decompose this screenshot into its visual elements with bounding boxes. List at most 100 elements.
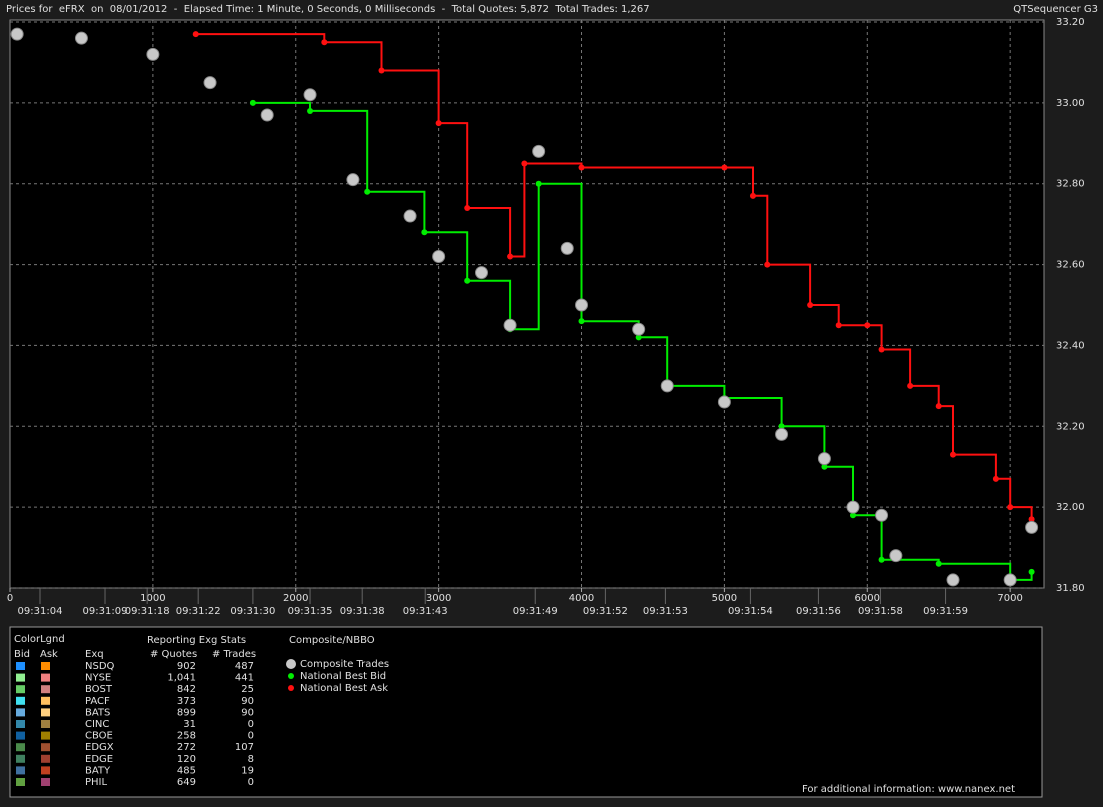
bid-swatch [16,696,25,705]
exchange: BATS [85,707,110,718]
trades: 90 [241,696,254,707]
bid-swatch [16,708,25,717]
quote-point [1028,568,1035,575]
quotes: 902 [177,661,196,672]
trade-point [303,88,317,102]
x-tick-label: 4000 [569,593,594,604]
exchange: EDGX [85,742,114,753]
trades: 19 [241,765,254,776]
trades: 0 [248,777,254,788]
trades: 441 [235,673,254,684]
ask-swatch [41,731,50,740]
trades: 25 [241,684,254,695]
exchange: NSDQ [85,661,115,672]
quote-point [778,423,785,430]
trade-point [660,379,674,393]
y-tick-label: 33.00 [1056,98,1085,109]
quotes: 1,041 [167,673,196,684]
plot-area [9,19,1045,589]
quote-point [935,560,942,567]
x-tick-label: 0 [7,593,13,604]
time-tick-label: 09:31:35 [288,606,333,617]
trade-point [403,209,417,223]
quote-point [935,403,942,410]
quote-point [464,277,471,284]
trade-point [10,27,24,41]
time-tick-label: 09:31:04 [18,606,63,617]
quote-point [535,180,542,187]
quotes: 373 [177,696,196,707]
quote-point [878,346,885,353]
ask-swatch [41,754,50,763]
time-tick-label: 09:31:52 [583,606,628,617]
exchange: NYSE [85,673,111,684]
quotes: 120 [177,754,196,765]
bid-swatch [16,673,25,682]
x-tick-label: 6000 [855,593,880,604]
time-tick-label: 09:31:59 [923,606,968,617]
exchange: PACF [85,696,110,707]
bid-swatch [16,743,25,752]
y-tick-label: 33.20 [1056,17,1085,28]
x-tick-label: 2000 [283,593,308,604]
quote-point [1007,504,1014,511]
col-header: # Quotes [150,649,197,660]
trades: 0 [248,731,254,742]
exchange: PHIL [85,777,107,788]
trade-point [775,427,789,441]
y-tick-label: 31.80 [1056,583,1085,594]
col-header: # Trades [212,649,256,660]
time-tick-label: 09:31:22 [176,606,221,617]
quotes: 899 [177,707,196,718]
bid-swatch [16,754,25,763]
quote-point [321,39,328,46]
trade-point [846,500,860,514]
quote-point [435,120,442,127]
time-tick-label: 09:31:53 [643,606,688,617]
quote-point [878,556,885,563]
quotes: 842 [177,684,196,695]
y-tick-label: 32.60 [1056,260,1085,271]
quote-point [721,164,728,171]
quotes: 31 [183,719,196,730]
exchange: CBOE [85,731,113,742]
quotes: 272 [177,742,196,753]
legend-label: Composite Trades [300,659,389,670]
exchange: EDGE [85,754,113,765]
quote-point [249,99,256,106]
bid-swatch [16,662,25,670]
quotes: 649 [177,777,196,788]
time-tick-label: 09:31:58 [858,606,903,617]
trade-point [575,298,589,312]
ask-swatch [41,673,50,682]
legend-title: ColorLgnd [14,634,65,645]
col-header: Ask [40,649,58,660]
ask-swatch [41,708,50,717]
trade-point [346,173,360,187]
exchange: BOST [85,684,113,695]
quote-point [378,67,385,74]
trade-point [146,47,160,61]
quote-point [578,164,585,171]
trade-point [503,318,517,332]
quote-point [849,512,856,519]
quote-point [749,192,756,199]
x-tick-label: 1000 [140,593,165,604]
quote-point [807,302,814,308]
legend-marker [288,673,294,679]
bid-swatch [16,778,25,786]
trade-point [475,266,489,280]
bid-swatch [16,720,25,728]
footer: For additional information: www.nanex.ne… [802,784,1015,795]
time-tick-label: 09:31:56 [796,606,841,617]
quote-point [992,475,999,482]
quote-point [907,382,914,389]
quote-point [821,463,828,470]
exchange: BATY [85,765,111,776]
legend-marker [288,685,294,691]
y-tick-label: 32.20 [1056,421,1085,432]
ask-swatch [41,662,50,670]
col-header: Exq [85,649,104,660]
bid-swatch [16,685,25,694]
quote-point [192,31,199,38]
